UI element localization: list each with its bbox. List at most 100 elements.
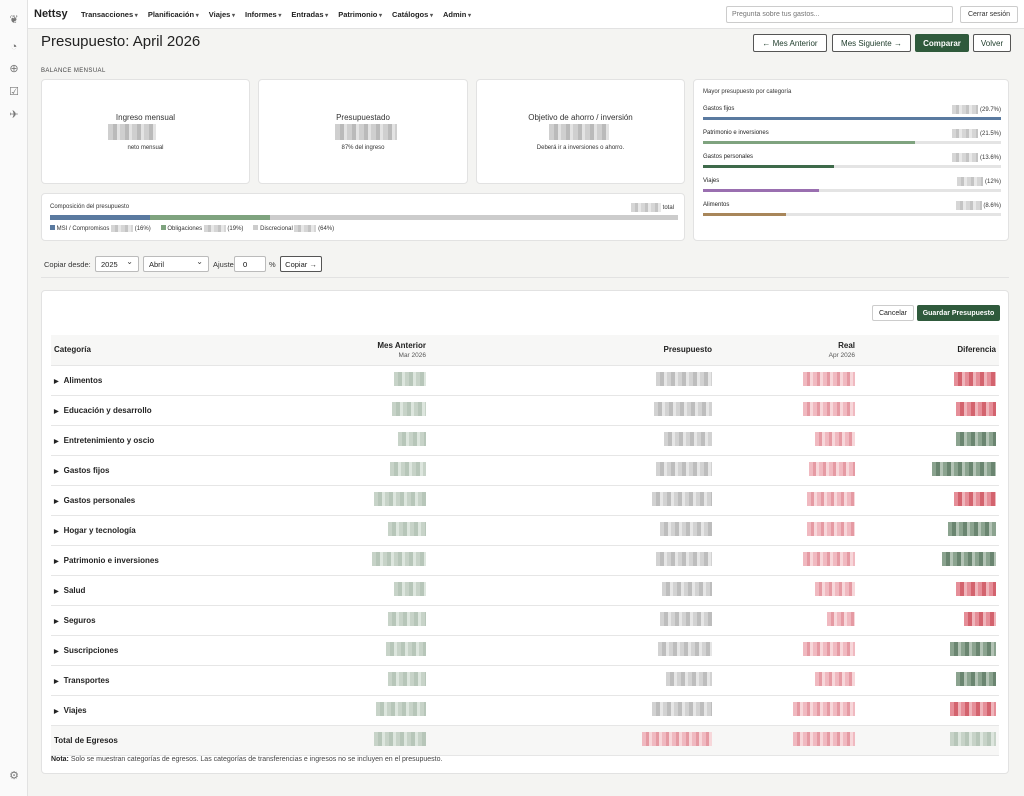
category-cell[interactable]: ▶ Alimentos [51,365,271,396]
budget-table: Categoría Mes Anterior Mar 2026 Presupues… [51,335,999,756]
kpi-sub: Deberá ir a inversiones o ahorro. [536,145,625,151]
expand-triangle-icon[interactable]: ▶ [54,468,59,475]
expand-triangle-icon[interactable]: ▶ [54,498,59,505]
leaf-icon[interactable]: ❦ [9,14,19,26]
table-row[interactable]: ▶ Suscripciones [51,635,999,666]
copy-year-select[interactable]: 2025 [95,256,139,272]
budget-cell[interactable] [429,545,715,576]
top-categories-card: Mayor presupuesto por categoría Gastos f… [693,79,1009,241]
category-cell[interactable]: ▶ Viajes [51,695,271,726]
expand-triangle-icon[interactable]: ▶ [54,678,59,685]
expand-triangle-icon[interactable]: ▶ [54,648,59,655]
menu-informes[interactable]: Informes [245,10,281,19]
settings-icon[interactable]: ⚙ [9,770,19,782]
menu-transacciones[interactable]: Transacciones [81,10,138,19]
budget-cell[interactable] [429,485,715,516]
table-row[interactable]: ▶ Seguros [51,605,999,636]
save-budget-button[interactable]: Guardar Presupuesto [917,305,1000,321]
expand-triangle-icon[interactable]: ▶ [54,618,59,625]
category-cell[interactable]: ▶ Hogar y tecnología [51,515,271,546]
prev-month-cell [271,485,429,516]
category-cell[interactable]: ▶ Transportes [51,665,271,696]
cancel-button[interactable]: Cancelar [872,305,914,321]
top-category-label: Gastos fijos [703,106,735,112]
budget-cell[interactable] [429,365,715,396]
menu-viajes[interactable]: Viajes [209,10,235,19]
category-cell[interactable]: ▶ Seguros [51,605,271,636]
brand-logo[interactable]: Nettsy [34,8,68,20]
table-row[interactable]: ▶ Educación y desarrollo [51,395,999,426]
composition-segment [50,215,151,220]
category-cell[interactable]: ▶ Gastos fijos [51,455,271,486]
difference-cell [858,575,999,606]
menu-patrimonio[interactable]: Patrimonio [338,10,382,19]
plane-icon[interactable]: ✈ [9,109,19,121]
budget-cell[interactable] [429,695,715,726]
menu-catalogos[interactable]: Catálogos [392,10,433,19]
table-row[interactable]: ▶ Salud [51,575,999,606]
table-row[interactable]: ▶ Hogar y tecnología [51,515,999,546]
table-row[interactable]: ▶ Entretenimiento y oscio [51,425,999,456]
ask-expenses-input[interactable] [726,6,953,23]
real-cell [715,365,858,396]
category-cell[interactable]: ▶ Educación y desarrollo [51,395,271,426]
table-row[interactable]: ▶ Alimentos [51,365,999,396]
top-category-pct: (29.7%) [952,105,1001,114]
check-square-icon[interactable]: ☑ [9,86,19,98]
expand-triangle-icon[interactable]: ▶ [54,528,59,535]
side-rail: ❦ ◔ ⊕ ☑ ✈ ⚙ [0,0,28,796]
top-category-label: Gastos personales [703,154,754,160]
category-cell[interactable]: ▶ Patrimonio e inversiones [51,545,271,576]
kpi-value-redacted [549,124,609,140]
budget-cell[interactable] [429,575,715,606]
expand-triangle-icon[interactable]: ▶ [54,378,59,385]
category-cell[interactable]: ▶ Suscripciones [51,635,271,666]
budget-cell[interactable] [429,395,715,426]
category-cell[interactable]: ▶ Entretenimiento y oscio [51,425,271,456]
back-button[interactable]: Volver [973,34,1011,52]
logout-button[interactable]: Cerrar sesión [960,6,1018,23]
table-row[interactable]: ▶ Gastos personales [51,485,999,516]
expand-triangle-icon[interactable]: ▶ [54,408,59,415]
difference-cell [858,395,999,426]
difference-cell [858,365,999,396]
plus-circle-icon[interactable]: ⊕ [9,63,19,75]
menu-planificacion[interactable]: Planificación [148,10,199,19]
budget-cell[interactable] [429,665,715,696]
table-header-row: Categoría Mes Anterior Mar 2026 Presupues… [51,335,999,366]
prev-month-button[interactable]: ← Mes Anterior [753,34,827,52]
menu-admin[interactable]: Admin [443,10,471,19]
budget-cell[interactable] [429,425,715,456]
copy-month-select[interactable]: Abril [143,256,209,272]
budget-cell[interactable] [429,635,715,666]
adjust-input[interactable] [234,256,266,272]
table-row[interactable]: ▶ Viajes [51,695,999,726]
top-category-pct: (12%) [957,177,1001,186]
category-cell[interactable]: ▶ Gastos personales [51,485,271,516]
composition-bar [50,215,678,220]
compare-button[interactable]: Comparar [915,34,969,52]
budget-cell[interactable] [429,515,715,546]
top-category-pct: (8.6%) [955,201,1001,210]
legend-discrecional: Discrecional (64%) [253,225,334,232]
top-category-bar [703,165,1001,168]
table-row[interactable]: ▶ Patrimonio e inversiones [51,545,999,576]
real-cell [715,695,858,726]
difference-cell [858,425,999,456]
next-month-button[interactable]: Mes Siguiente → [832,34,911,52]
budget-cell[interactable] [429,605,715,636]
table-row[interactable]: ▶ Transportes [51,665,999,696]
expand-triangle-icon[interactable]: ▶ [54,438,59,445]
budget-cell[interactable] [429,455,715,486]
category-cell[interactable]: ▶ Salud [51,575,271,606]
total-row: Total de Egresos [51,725,999,756]
gauge-icon[interactable]: ◔ [10,41,18,53]
page-title: Presupuesto: April 2026 [41,33,201,50]
table-row[interactable]: ▶ Gastos fijos [51,455,999,486]
difference-cell [858,635,999,666]
expand-triangle-icon[interactable]: ▶ [54,558,59,565]
copy-button[interactable]: Copiar → [280,256,322,272]
expand-triangle-icon[interactable]: ▶ [54,588,59,595]
expand-triangle-icon[interactable]: ▶ [54,708,59,715]
menu-entradas[interactable]: Entradas [291,10,328,19]
